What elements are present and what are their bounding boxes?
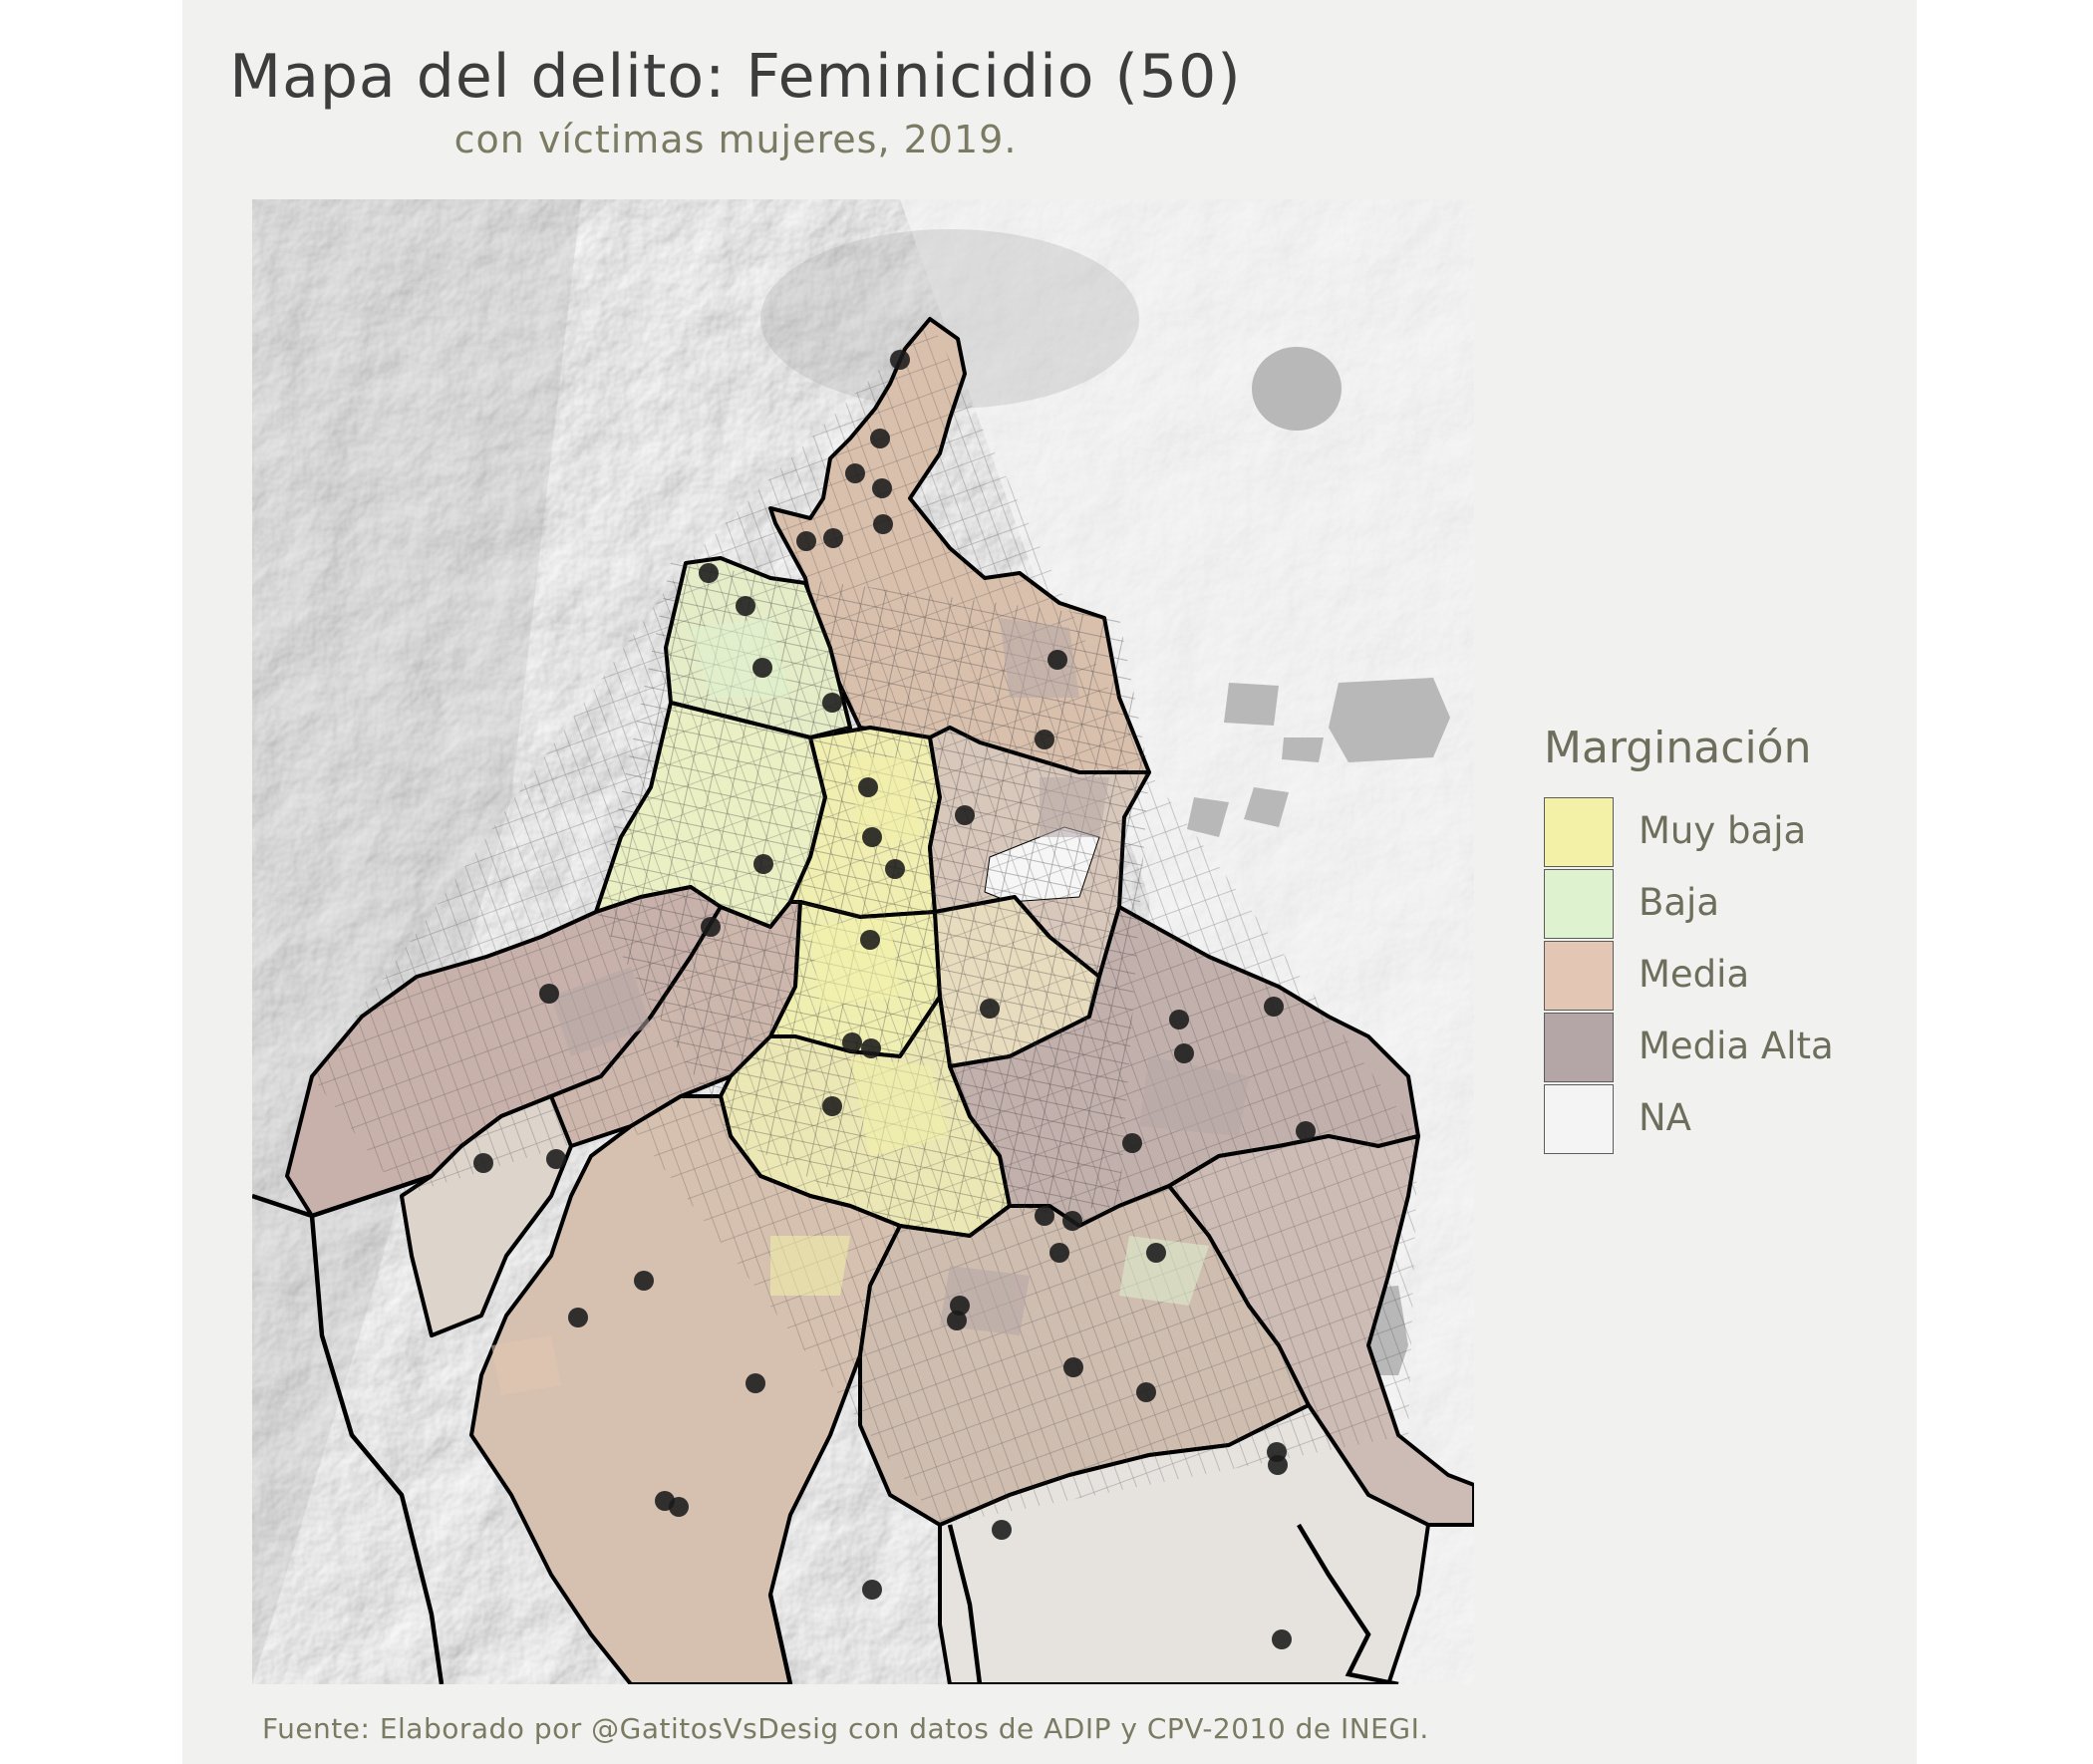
legend-item-media: Media xyxy=(1544,941,1903,1013)
incident-point xyxy=(1174,1043,1194,1063)
incident-point xyxy=(1264,997,1284,1017)
incident-point xyxy=(947,1311,967,1330)
incident-point xyxy=(634,1271,654,1291)
incident-point xyxy=(1122,1133,1142,1153)
incident-point xyxy=(1063,1357,1083,1377)
incident-point xyxy=(885,859,905,879)
incident-point xyxy=(746,1373,765,1393)
legend-key-media xyxy=(1544,941,1614,1011)
incident-point xyxy=(1047,650,1067,670)
legend-label: Muy baja xyxy=(1639,809,1807,852)
legend-key-muy-baja xyxy=(1544,797,1614,867)
legend-title: Marginación xyxy=(1544,723,1812,773)
incident-point xyxy=(753,854,773,874)
incident-point xyxy=(860,930,880,950)
incident-point xyxy=(842,1032,862,1052)
legend-label: Media xyxy=(1639,953,1750,996)
incident-point xyxy=(1062,1211,1082,1231)
incident-point xyxy=(872,478,892,498)
map-title: Mapa del delito: Feminicidio (50) xyxy=(229,42,1242,112)
incident-point xyxy=(862,827,882,847)
incident-point xyxy=(701,917,721,937)
map-area xyxy=(252,199,1474,1684)
incident-point xyxy=(669,1497,689,1517)
incident-point xyxy=(539,984,559,1004)
legend-item-media-alta: Media Alta xyxy=(1544,1013,1903,1084)
incident-point xyxy=(955,805,975,825)
incident-point xyxy=(980,999,1000,1019)
incident-point xyxy=(845,463,865,483)
legend-item-baja: Baja xyxy=(1544,869,1903,941)
incident-point xyxy=(1268,1455,1288,1475)
legend-label: NA xyxy=(1639,1096,1691,1139)
incident-point xyxy=(1035,1206,1054,1226)
incident-point xyxy=(822,693,842,713)
legend-key-baja xyxy=(1544,869,1614,939)
incident-point xyxy=(858,777,878,797)
legend-item-muy-baja: Muy baja xyxy=(1544,797,1903,869)
incident-point xyxy=(568,1308,588,1327)
district-borders xyxy=(252,1173,1399,1684)
incident-point xyxy=(823,528,843,548)
incident-point xyxy=(546,1149,566,1169)
incident-point xyxy=(699,563,719,583)
incident-point xyxy=(1169,1010,1189,1029)
incident-point xyxy=(861,1038,881,1058)
incident-point xyxy=(473,1153,493,1173)
incident-points xyxy=(473,350,1316,1649)
incident-point xyxy=(1296,1121,1316,1141)
incident-point xyxy=(873,514,893,534)
legend-label: Media Alta xyxy=(1639,1025,1834,1067)
incident-point xyxy=(1049,1243,1069,1263)
map-subtitle: con víctimas mujeres, 2019. xyxy=(453,118,1018,161)
legend-key-na xyxy=(1544,1084,1614,1154)
source-caption: Fuente: Elaborado por @GatitosVsDesig co… xyxy=(262,1712,1429,1745)
incident-point xyxy=(752,658,772,678)
incident-point xyxy=(862,1580,882,1600)
northern-mountain xyxy=(760,229,1139,409)
legend-item-na: NA xyxy=(1544,1084,1903,1156)
legend-label: Baja xyxy=(1639,881,1720,924)
incident-point xyxy=(822,1096,842,1116)
incident-point xyxy=(1035,730,1054,749)
incident-point xyxy=(950,1296,970,1316)
incident-point xyxy=(736,596,755,616)
incident-point xyxy=(1136,1382,1156,1402)
incident-point xyxy=(1272,1629,1292,1649)
incident-point xyxy=(1146,1243,1166,1263)
incident-point xyxy=(992,1520,1012,1540)
incident-point xyxy=(890,350,910,370)
incident-point xyxy=(870,429,890,448)
legend-key-media-alta xyxy=(1544,1013,1614,1082)
incident-point xyxy=(796,531,816,551)
